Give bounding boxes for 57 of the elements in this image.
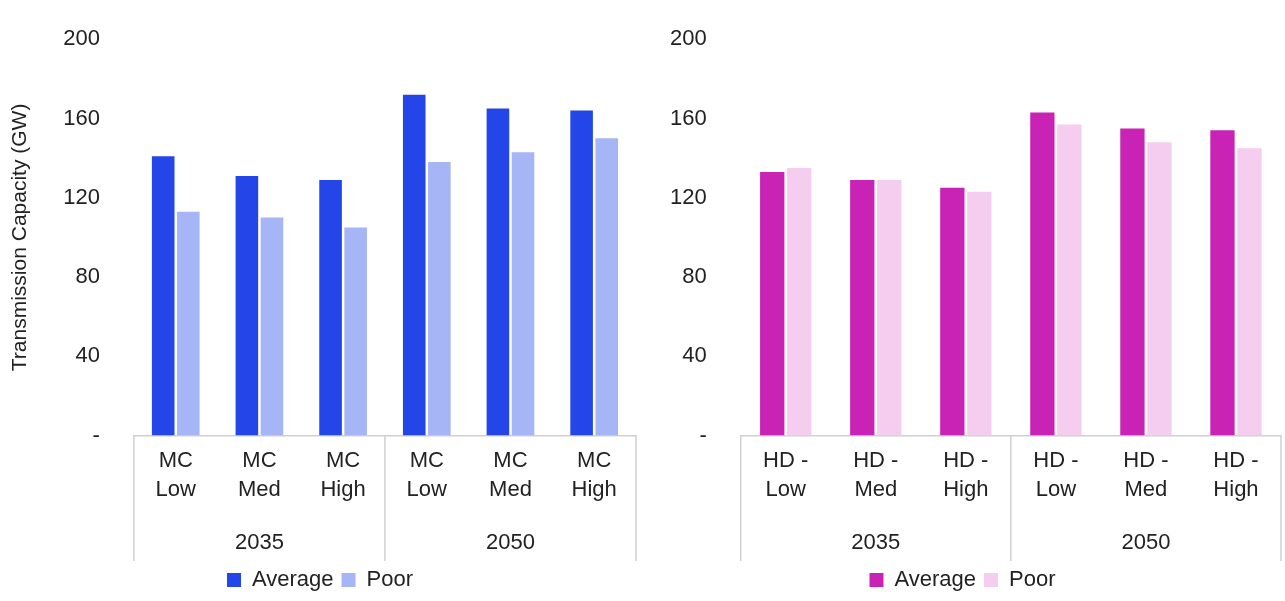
x-tick-label: HD - Low <box>1033 446 1079 502</box>
bar <box>940 187 965 436</box>
y-tick-label: 200 <box>669 25 707 51</box>
y-tick-label: 200 <box>63 25 100 51</box>
bar <box>1147 142 1172 436</box>
y-tick-label: 160 <box>669 104 707 130</box>
bar <box>787 168 812 436</box>
bar <box>1057 124 1082 436</box>
y-tick-label: 160 <box>63 104 100 130</box>
x-tick-label: HD - Med <box>853 446 899 502</box>
legend-label: Average <box>251 566 334 592</box>
bar <box>850 179 875 436</box>
x-tick-label: HD - High <box>943 446 989 502</box>
text: 2035 <box>851 529 901 555</box>
bar <box>344 227 367 436</box>
y-tick-label: - <box>699 421 707 447</box>
x-tick-label: MC Med <box>238 446 281 502</box>
y-tick-label: 40 <box>682 342 707 368</box>
y-tick-label: 40 <box>75 342 100 368</box>
legend-label: Average <box>894 566 977 592</box>
x-tick-label: HD - Low <box>763 446 809 502</box>
bar <box>877 179 902 436</box>
text: 2050 <box>486 529 535 555</box>
bar <box>319 179 342 436</box>
bar <box>260 217 284 436</box>
x-tick-label: HD - High <box>1213 446 1259 502</box>
bar <box>486 108 510 436</box>
x-tick-label: MC High <box>571 446 617 502</box>
y-tick-label: 120 <box>63 183 100 209</box>
x-tick-label: HD - Med <box>1123 446 1169 502</box>
bar <box>151 156 175 436</box>
bar <box>1120 128 1145 436</box>
x-tick-label: MC High <box>320 446 366 502</box>
legend-label: Poor <box>1009 566 1056 592</box>
y-tick-label: - <box>92 421 100 447</box>
x-tick-label: MC Med <box>489 446 532 502</box>
bar <box>1210 130 1235 436</box>
y-tick-label: 80 <box>682 263 707 289</box>
y-tick-label: 80 <box>75 263 100 289</box>
bar <box>760 171 785 436</box>
bar <box>1237 148 1262 436</box>
bar <box>177 211 200 436</box>
bar <box>967 191 992 436</box>
text: 2035 <box>234 529 284 555</box>
bar <box>428 162 451 436</box>
bar <box>235 175 259 436</box>
text: 2050 <box>1121 529 1171 555</box>
x-tick-label: MC Low <box>155 446 197 502</box>
bar <box>511 152 535 436</box>
x-tick-label: MC Low <box>406 446 448 502</box>
bar <box>402 94 426 436</box>
y-axis-title: Transmission Capacity (GW) <box>7 103 31 372</box>
bar <box>595 138 619 436</box>
y-tick-label: 120 <box>669 183 707 209</box>
bar <box>570 110 593 436</box>
legend-label: Poor <box>366 566 414 592</box>
bar <box>1030 112 1055 436</box>
